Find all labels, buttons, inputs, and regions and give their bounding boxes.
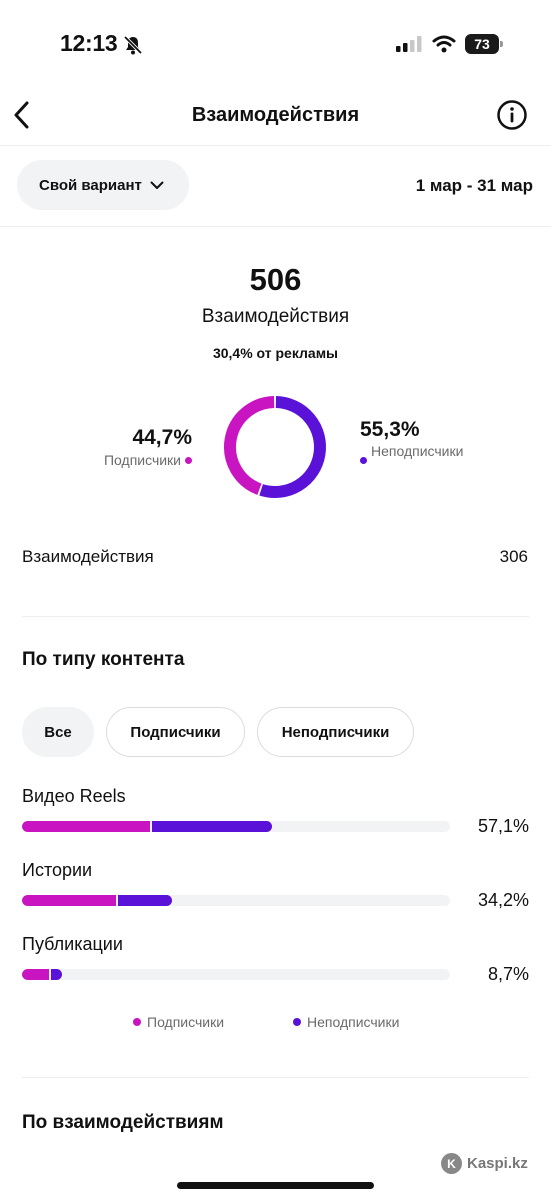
legend-dot [293,1018,301,1026]
bar-percent-posts: 8,7% [487,964,529,984]
back-arrow-icon[interactable] [10,98,38,132]
status-bar: 12:13 73 [0,0,551,90]
bar-nonfollowers-reels [152,821,272,832]
wifi-icon [432,35,456,53]
nav-bar: Взаимодействия [0,90,551,145]
interactions-row: Взаимодействия 306 [22,547,528,567]
bar-track-reels [22,821,450,832]
chevron-down-icon [150,181,164,189]
bar-percent-reels: 57,1% [477,816,529,836]
info-icon[interactable] [496,99,528,131]
bar-track-posts [22,969,450,980]
legend-dot [133,1018,141,1026]
home-indicator [177,1182,374,1189]
tab-followers[interactable]: Подписчики [106,707,245,757]
followers-dot [185,457,192,464]
battery-level: 73 [465,34,499,54]
total-interactions-label: Взаимодействия [201,306,350,327]
bar-track-stories [22,895,450,906]
watermark-text: Kaspi.kz [467,1155,528,1172]
bar-followers-reels [22,821,150,832]
bar-percent-stories: 34,2% [477,890,529,910]
kaspi-logo-icon: K [441,1153,462,1174]
battery-icon: 73 [465,34,503,54]
signal-icon [396,36,422,52]
range-dropdown[interactable]: Свой вариант [17,160,189,210]
content-type-title: По типу контента [22,649,185,670]
legend-label: Подписчики [147,1014,225,1030]
status-time: 12:13 [60,30,118,56]
nonfollowers-dot [360,457,367,464]
total-interactions-value: 506 [249,262,302,297]
donut-slice-nonfollowers [259,396,326,498]
legend-nonfollowers: Неподписчики [293,1014,399,1030]
followers-label: Подписчики [103,452,181,468]
watermark: K Kaspi.kz [441,1153,528,1174]
bar-nonfollowers-posts [51,969,62,980]
by-interactions-title: По взаимодействиям [22,1112,224,1133]
date-range[interactable]: 1 мар - 31 мар [415,176,533,195]
divider [0,145,551,146]
legend-followers: Подписчики [133,1014,224,1030]
interactions-row-label: Взаимодействия [22,547,154,566]
legend-label: Неподписчики [307,1014,400,1030]
ads-share: 30,4% от рекламы [212,345,339,361]
tab-nonfollowers[interactable]: Неподписчики [257,707,414,757]
bar-label-stories: Истории [22,860,93,880]
tab-all[interactable]: Все [22,707,94,757]
divider [0,226,551,227]
bar-followers-posts [22,969,49,980]
divider [22,1077,529,1078]
bar-label-posts: Публикации [22,934,123,954]
divider [22,616,529,617]
page-title: Взаимодействия [191,104,360,126]
followers-percent: 44,7% [132,426,192,449]
interactions-row-value: 306 [499,547,528,566]
followers-donut-chart [224,396,326,498]
donut-slice-followers [224,396,275,495]
bar-label-reels: Видео Reels [22,786,126,806]
range-dropdown-label: Свой вариант [39,176,142,194]
bar-followers-stories [22,895,116,906]
nonfollowers-label: Неподписчики [371,443,464,459]
bell-off-icon [123,35,143,55]
bar-nonfollowers-stories [118,895,172,906]
nonfollowers-percent: 55,3% [360,418,420,441]
